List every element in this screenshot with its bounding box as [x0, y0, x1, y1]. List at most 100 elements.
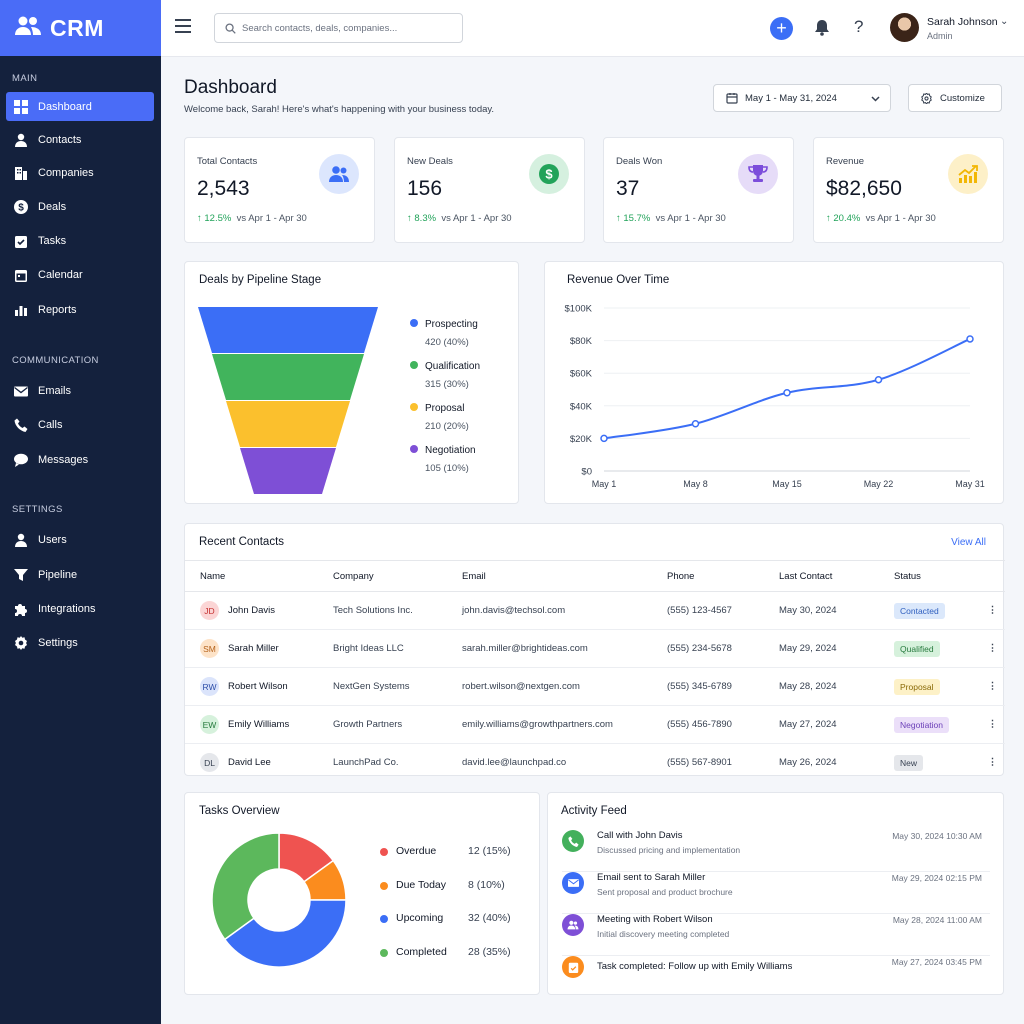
sidebar-item-messages[interactable]: Messages	[6, 445, 154, 474]
sidebar-item-calls[interactable]: Calls	[6, 410, 154, 439]
gear-icon	[921, 92, 932, 104]
pipeline-chart-card: Deals by Pipeline Stage Prospecting 420 (…	[184, 261, 519, 504]
table-row[interactable]: JD John Davis Tech Solutions Inc. john.davi…	[185, 591, 1005, 630]
section-label-settings: SETTINGS	[12, 504, 63, 515]
plus-icon: +	[776, 18, 787, 38]
sidebar-item-label: Settings	[38, 636, 78, 649]
contact-name-cell[interactable]: EW Emily Williams	[185, 705, 318, 744]
sidebar-item-tasks[interactable]: Tasks	[6, 226, 154, 255]
sidebar-item-settings[interactable]: Settings	[6, 628, 154, 657]
funnel-segment-prospecting[interactable]	[198, 307, 378, 353]
sidebar-item-companies[interactable]: Companies	[6, 158, 154, 187]
column-header[interactable]: Status	[879, 560, 965, 592]
kpi-delta: ↑ 12.5% vs Apr 1 - Apr 30	[197, 213, 307, 224]
activity-title: Email sent to Sarah Miller	[597, 872, 706, 883]
notifications-bell-icon[interactable]	[814, 19, 830, 41]
activity-title: Task completed: Follow up with Emily Wil…	[597, 961, 793, 972]
activity-timestamp: May 27, 2024 03:45 PM	[891, 957, 982, 967]
brand-header[interactable]: CRM	[0, 0, 161, 56]
more-vertical-icon[interactable]: ⋮	[987, 643, 998, 654]
view-all-link[interactable]: View All	[951, 537, 986, 548]
help-icon[interactable]: ?	[854, 17, 864, 36]
hamburger-menu-icon[interactable]	[175, 19, 191, 33]
contact-name-cell[interactable]: JD John Davis	[185, 591, 318, 630]
sidebar-item-label: Reports	[38, 303, 77, 316]
donut-slice-upcoming[interactable]	[223, 899, 347, 968]
more-vertical-icon[interactable]: ⋮	[987, 757, 998, 769]
page-title: Dashboard	[184, 77, 277, 98]
funnel-segment-proposal[interactable]	[226, 401, 350, 447]
y-tick-label: $80K	[570, 336, 593, 347]
sidebar-item-integrations[interactable]: Integrations	[6, 594, 154, 623]
kpi-card-revenue: Revenue $82,650 ↑ 20.4% vs Apr 1 - Apr 3…	[813, 137, 1004, 243]
chevron-down-icon[interactable]: ⌄	[1000, 16, 1009, 27]
kpi-label: Total Contacts	[197, 156, 258, 167]
svg-text:$: $	[545, 167, 553, 182]
status-badge: New	[894, 754, 924, 771]
revenue-point[interactable]	[691, 419, 700, 428]
search-box[interactable]	[214, 13, 463, 43]
column-header[interactable]: Name	[185, 560, 318, 592]
user-avatar[interactable]	[890, 13, 919, 42]
dollar-icon: $	[529, 154, 569, 194]
activity-title: Meeting with Robert Wilson	[597, 914, 713, 925]
status-cell: Contacted	[879, 591, 965, 630]
column-header[interactable]: Company	[318, 560, 447, 592]
search-input[interactable]	[242, 22, 452, 34]
user-name[interactable]: Sarah Johnson	[927, 16, 998, 28]
contacts-table: Name Company Email Phone Last Contact St…	[185, 560, 1005, 782]
activity-item[interactable]: Call with John Davis Discussed pricing an…	[562, 830, 990, 872]
contact-name-cell[interactable]: DL David Lee	[185, 744, 318, 782]
sidebar-item-dashboard[interactable]: Dashboard	[6, 92, 154, 121]
sidebar-item-contacts[interactable]: Contacts	[6, 125, 154, 154]
column-header[interactable]: Phone	[652, 560, 764, 592]
contact-name-cell[interactable]: RW Robert Wilson	[185, 667, 318, 706]
email-cell: david.lee@launchpad.co	[462, 757, 567, 769]
revenue-point[interactable]	[600, 434, 608, 443]
contact-name-cell[interactable]: SM Sarah Miller	[185, 629, 318, 668]
more-vertical-icon[interactable]: ⋮	[987, 605, 998, 616]
sidebar-item-label: Integrations	[38, 602, 96, 615]
email-cell: emily.williams@growthpartners.com	[447, 705, 652, 744]
add-new-button[interactable]: +	[770, 17, 793, 40]
revenue-point[interactable]	[966, 335, 974, 343]
date-range-picker[interactable]: May 1 - May 31, 2024	[713, 84, 891, 112]
column-header[interactable]: Email	[447, 560, 652, 592]
more-vertical-icon[interactable]: ⋮	[987, 681, 998, 692]
activity-item[interactable]: Task completed: Follow up with Emily Wil…	[562, 956, 990, 998]
customize-button[interactable]: Customize	[908, 84, 1002, 112]
legend-dot	[410, 361, 418, 369]
sidebar-item-calendar[interactable]: Calendar	[6, 260, 154, 289]
table-row[interactable]: RW Robert Wilson NextGen Systems robert.wil…	[185, 667, 1005, 706]
funnel-segment-negotiation[interactable]	[240, 448, 336, 494]
email-cell: sarah.miller@brightideas.com	[447, 629, 652, 668]
activity-description: Initial discovery meeting completed	[597, 929, 730, 939]
revenue-point[interactable]	[874, 375, 883, 384]
sidebar-item-pipeline[interactable]: Pipeline	[6, 560, 154, 589]
table-row[interactable]: SM Sarah Miller Bright Ideas LLC sarah.mill…	[185, 629, 1005, 668]
table-row[interactable]: DL David Lee LaunchPad Co. david.lee@launch…	[185, 744, 1005, 782]
revenue-point[interactable]	[783, 389, 791, 397]
company-cell: NextGen Systems	[318, 667, 447, 706]
phone-cell: (555) 345-6789	[652, 667, 764, 706]
arrow-up-icon: ↑	[407, 213, 412, 224]
last-contact-cell: May 26, 2024	[779, 757, 837, 769]
column-header[interactable]: Last Contact	[764, 560, 879, 592]
more-vertical-icon[interactable]: ⋮	[987, 719, 998, 730]
activity-item[interactable]: Meeting with Robert Wilson Initial discov…	[562, 914, 990, 956]
funnel-segment-qualification[interactable]	[212, 354, 364, 400]
legend-value: 32 (40%)	[468, 912, 511, 924]
sidebar-item-reports[interactable]: Reports	[6, 295, 154, 324]
kpi-value: 37	[616, 177, 640, 200]
sidebar-item-deals[interactable]: $ Deals	[6, 192, 154, 221]
sidebar-item-label: Pipeline	[38, 568, 78, 581]
sidebar-item-emails[interactable]: Emails	[6, 376, 154, 405]
donut-slice-completed[interactable]	[211, 832, 280, 941]
legend-label: Upcoming	[396, 912, 444, 924]
avatar-initials: EW	[200, 715, 219, 734]
sidebar-item-users[interactable]: Users	[6, 525, 154, 554]
table-header-row: Name Company Email Phone Last Contact St…	[185, 560, 1005, 592]
table-row[interactable]: EW Emily Williams Growth Partners emily.wil…	[185, 705, 1005, 744]
activity-item[interactable]: Email sent to Sarah Miller Sent proposal …	[562, 872, 990, 914]
dollar-icon: $	[14, 199, 28, 214]
